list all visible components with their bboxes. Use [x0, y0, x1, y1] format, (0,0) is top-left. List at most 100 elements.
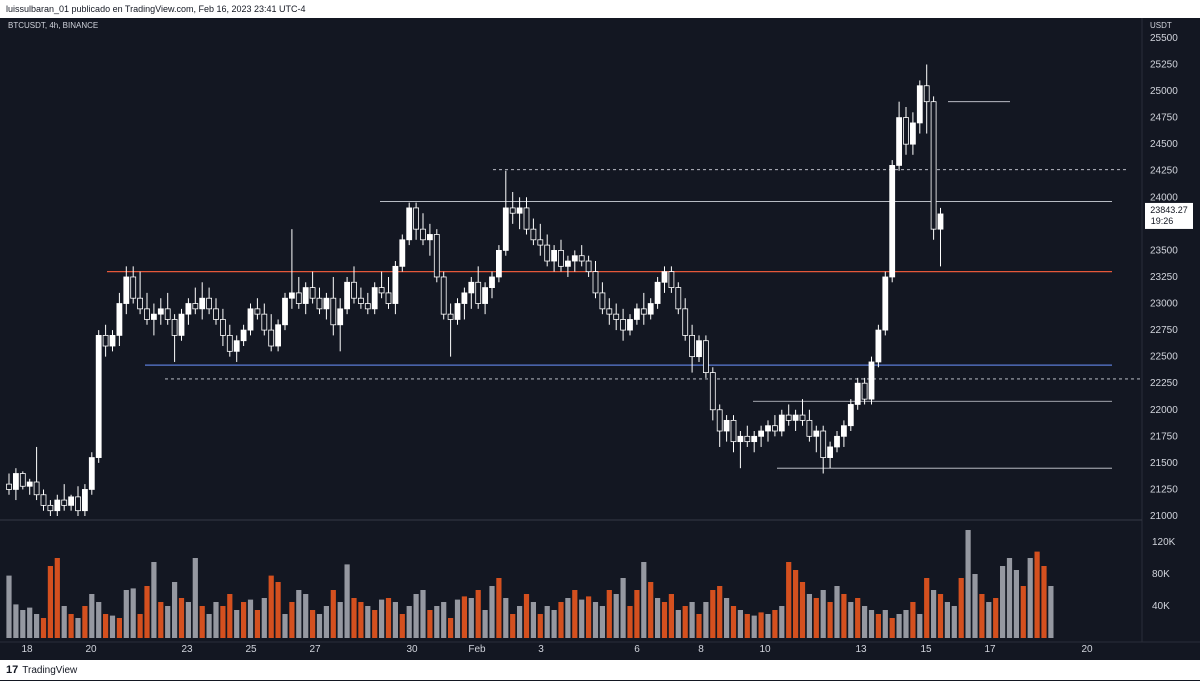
- volume-bar: [323, 606, 329, 638]
- volume-bar: [268, 575, 274, 638]
- tradingview-logo-icon[interactable]: 17: [6, 664, 19, 676]
- time-tick-label: 27: [309, 644, 321, 655]
- volume-bar: [1006, 558, 1013, 638]
- candle-body: [164, 308, 171, 320]
- currency-label: USDT: [1150, 21, 1172, 30]
- volume-bar: [213, 602, 219, 638]
- time-tick-label: 18: [21, 644, 33, 655]
- volume-bar: [910, 602, 916, 638]
- volume-bar: [151, 562, 157, 638]
- volume-bar: [986, 602, 992, 638]
- candle-body: [675, 287, 682, 310]
- candle-body: [606, 308, 613, 315]
- candle-body: [620, 319, 626, 331]
- candle-body: [447, 313, 454, 320]
- volume-bar: [572, 590, 578, 638]
- candle-body: [571, 255, 578, 262]
- volume-bar: [385, 598, 392, 638]
- volume-bar: [103, 614, 109, 638]
- volume-tick-label: 80K: [1152, 569, 1170, 580]
- last-price-countdown: 19:26: [1151, 216, 1174, 226]
- candle-body: [785, 414, 792, 421]
- candle-body: [357, 297, 364, 304]
- candle-body: [433, 234, 440, 278]
- price-tick-label: 22000: [1150, 405, 1178, 416]
- volume-bar: [130, 588, 136, 638]
- volume-bar: [937, 594, 944, 638]
- volume-bar: [924, 578, 930, 638]
- price-axis: 21000 21250 21500 21750 22000 22250 22500 22750…: [1150, 33, 1178, 522]
- volume-bar: [848, 602, 854, 638]
- volume-axis: 40K 80K 120K: [1152, 537, 1176, 612]
- volume-bar: [199, 606, 205, 638]
- volume-bar: [1000, 566, 1006, 638]
- volume-bar: [820, 590, 826, 638]
- candle-body: [254, 308, 261, 315]
- candle-body: [509, 207, 516, 214]
- price-tick-label: 22500: [1150, 352, 1178, 363]
- candle-body: [799, 414, 806, 421]
- price-tick-label: 21750: [1150, 431, 1178, 442]
- volume-bar: [6, 575, 12, 638]
- volume-bar: [503, 598, 509, 638]
- candle-body: [371, 287, 378, 310]
- volume-bar: [34, 614, 40, 638]
- last-price-value: 23843.27: [1150, 205, 1188, 215]
- candle-body: [841, 425, 847, 437]
- candle-body: [40, 494, 47, 506]
- last-price-marker: 23843.27 19:26: [1145, 202, 1193, 229]
- volume-bar: [137, 614, 143, 638]
- candle-body: [68, 496, 74, 506]
- volume-bar: [482, 610, 488, 638]
- candle-body: [847, 404, 854, 427]
- volume-bar: [737, 610, 743, 638]
- volume-bar: [717, 586, 723, 638]
- tradingview-brand[interactable]: TradingView: [22, 665, 78, 676]
- volume-bar: [799, 582, 806, 638]
- candle-body: [392, 265, 399, 304]
- volume-bar: [875, 614, 881, 638]
- volume-bar: [40, 618, 47, 638]
- volume-bar: [116, 618, 122, 638]
- volume-bar: [220, 606, 226, 638]
- candle-body: [302, 287, 309, 304]
- volume-bar: [365, 606, 371, 638]
- volume-bar: [206, 614, 212, 638]
- volume-bar: [82, 606, 88, 638]
- volume-bar: [54, 558, 60, 638]
- candle-body: [647, 303, 654, 315]
- candle-body: [399, 239, 406, 267]
- time-tick-label: 13: [855, 644, 867, 655]
- volume-bar: [675, 610, 681, 638]
- candle-body: [558, 250, 564, 267]
- volume-bar: [896, 614, 902, 638]
- volume-bars: [6, 530, 1054, 638]
- volume-tick-label: 40K: [1152, 601, 1170, 612]
- candle-body: [696, 340, 702, 358]
- volume-bar: [620, 578, 626, 638]
- symbol-label: BTCUSDT, 4h, BINANCE: [8, 21, 98, 30]
- price-chart[interactable]: BTCUSDT, 4h, BINANCE USDT 21000 21250 2150…: [0, 18, 1200, 660]
- candle-body: [827, 446, 833, 458]
- volume-bar: [316, 614, 323, 638]
- candle-body: [889, 165, 896, 278]
- volume-bar: [544, 606, 550, 638]
- price-tick-label: 22750: [1150, 325, 1178, 336]
- candle-body: [468, 281, 475, 294]
- candle-body: [19, 473, 26, 487]
- candle-body: [82, 489, 88, 512]
- candle-body: [240, 329, 247, 342]
- candle-body: [661, 271, 668, 283]
- chart-background: [0, 18, 1200, 660]
- candle-body: [219, 319, 226, 336]
- candle-body: [385, 292, 392, 304]
- publish-info-text: luissulbaran_01 publicado en TradingView…: [6, 4, 306, 14]
- volume-bar: [261, 598, 267, 638]
- candle-body: [792, 414, 799, 421]
- candle-body: [682, 308, 689, 336]
- candle-body: [109, 334, 116, 347]
- candle-body: [130, 276, 137, 299]
- candle-body: [482, 287, 489, 304]
- volume-bar: [599, 606, 605, 638]
- time-tick-label: 15: [920, 644, 932, 655]
